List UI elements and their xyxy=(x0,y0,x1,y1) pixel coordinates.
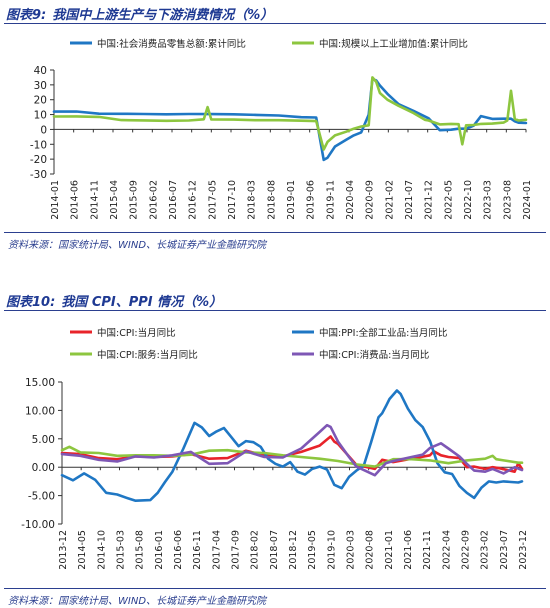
y-tick-label: 20 xyxy=(34,95,47,107)
x-tick-label: 2014-11 xyxy=(89,180,100,220)
y-tick-label: 5.00 xyxy=(32,434,55,446)
x-tick-label: 2015-09 xyxy=(129,180,140,220)
x-tick-label: 2017-09 xyxy=(231,530,242,570)
figure-9-number: 图表9: xyxy=(6,8,47,23)
x-tick-label: 2024-01 xyxy=(522,180,533,220)
chart-2-cpi-ppi: 中国:CPI:当月同比 中国:PPI:全部工业品:当月同比中国:CPI:服务:当月… xyxy=(21,327,529,570)
x-tick-label: 2022-04 xyxy=(441,530,452,570)
x-tick-label: 2021-06 xyxy=(403,530,414,570)
figure-10-source: 资料来源：国家统计局、WIND、长城证券产业金融研究院 xyxy=(8,596,267,607)
figure-10-number: 图表10: xyxy=(6,295,56,310)
figure-9-source: 资料来源：国家统计局、WIND、长城证券产业金融研究院 xyxy=(8,240,267,251)
y-tick-label: -10.00 xyxy=(21,519,55,531)
y-tick-label: -30 xyxy=(30,169,47,181)
y-tick-label: 30 xyxy=(34,80,47,92)
y-tick-label: 0.00 xyxy=(32,462,55,474)
series-line xyxy=(60,423,524,477)
x-tick-label: 2021-11 xyxy=(422,530,433,570)
figure-9-title-rule xyxy=(4,23,546,24)
x-tick-label: 2019-11 xyxy=(325,180,336,220)
x-tick-label: 2014-05 xyxy=(77,530,88,570)
figure-10-text: 我国 CPI、PPI 情况（%） xyxy=(61,295,223,310)
x-tick-label: 2022-05 xyxy=(443,180,454,220)
y-tick-label: 0 xyxy=(40,124,47,136)
x-tick-label: 2023-12 xyxy=(518,530,529,570)
x-tick-label: 2019-10 xyxy=(326,530,337,570)
x-tick-label: 2016-07 xyxy=(168,180,179,220)
x-tick-label: 2016-12 xyxy=(188,180,199,220)
x-tick-label: 2016-06 xyxy=(173,530,184,570)
x-tick-label: 2016-02 xyxy=(148,180,159,220)
x-tick-label: 2014-06 xyxy=(70,180,81,220)
y-tick-label: 15.00 xyxy=(25,377,55,389)
legend-label: 中国:规模以上工业增加值:累计同比 xyxy=(319,38,468,50)
y-tick-label: -20 xyxy=(30,154,47,166)
x-tick-label: 2019-01 xyxy=(286,180,297,220)
legend-label: 中国:CPI:消费品:当月同比 xyxy=(319,349,429,361)
x-tick-label: 2021-07 xyxy=(404,180,415,220)
y-tick-label: -5.00 xyxy=(28,491,55,503)
x-tick-label: 2015-04 xyxy=(109,180,120,220)
legend-label: 中国:CPI:当月同比 xyxy=(97,327,176,339)
x-tick-label: 2016-11 xyxy=(192,530,203,570)
legend-label: 中国:CPI:服务:当月同比 xyxy=(97,349,198,361)
y-tick-label: 10.00 xyxy=(25,405,55,417)
x-tick-label: 2019-05 xyxy=(307,530,318,570)
figure-10-title-rule xyxy=(4,310,546,311)
x-tick-label: 2015-03 xyxy=(116,530,127,570)
x-tick-label: 2017-10 xyxy=(227,180,238,220)
x-tick-label: 2021-12 xyxy=(424,180,435,220)
x-tick-label: 2020-08 xyxy=(365,530,376,570)
x-tick-label: 2020-04 xyxy=(345,180,356,220)
series-line xyxy=(60,389,524,502)
x-tick-label: 2017-04 xyxy=(211,530,222,570)
x-tick-label: 2020-03 xyxy=(346,530,357,570)
legend-label: 中国:PPI:全部工业品:当月同比 xyxy=(319,327,447,339)
chart-1-production-consumption: 中国:社会消费品零售总额:累计同比 中国:规模以上工业增加值:累计同比 40 30 20… xyxy=(30,38,533,220)
y-tick-label: 40 xyxy=(34,65,47,77)
x-tick-label: 2018-08 xyxy=(266,180,277,220)
x-tick-label: 2020-09 xyxy=(365,180,376,220)
x-tick-label: 2023-07 xyxy=(499,530,510,570)
figure-9-title: 图表9: 我国中上游生产与下游消费情况（%） xyxy=(6,4,273,23)
x-tick-label: 2015-08 xyxy=(135,530,146,570)
figure-9-source-rule xyxy=(4,232,546,233)
x-tick-label: 2023-02 xyxy=(480,530,491,570)
x-tick-label: 2019-06 xyxy=(306,180,317,220)
legend-label: 中国:社会消费品零售总额:累计同比 xyxy=(97,38,246,50)
x-tick-label: 2018-12 xyxy=(288,530,299,570)
x-tick-label: 2018-03 xyxy=(247,180,258,220)
x-tick-label: 2014-01 xyxy=(50,180,61,220)
x-tick-label: 2013-12 xyxy=(58,530,69,570)
x-tick-label: 2021-01 xyxy=(384,530,395,570)
x-tick-label: 2018-07 xyxy=(269,530,280,570)
x-tick-label: 2014-10 xyxy=(96,530,107,570)
x-tick-label: 2021-02 xyxy=(384,180,395,220)
x-tick-label: 2022-10 xyxy=(463,180,474,220)
x-tick-label: 2022-09 xyxy=(461,530,472,570)
x-tick-label: 2016-01 xyxy=(154,530,165,570)
series-line xyxy=(52,76,528,151)
x-tick-label: 2023-08 xyxy=(502,180,513,220)
x-tick-label: 2023-03 xyxy=(483,180,494,220)
y-tick-label: -10 xyxy=(30,139,47,151)
figure-10-source-rule xyxy=(4,588,546,589)
figure-9-text: 我国中上游生产与下游消费情况（%） xyxy=(52,8,274,23)
y-tick-label: 10 xyxy=(34,110,47,122)
figure-10-title: 图表10: 我国 CPI、PPI 情况（%） xyxy=(6,291,222,310)
x-tick-label: 2017-05 xyxy=(207,180,218,220)
x-tick-label: 2018-02 xyxy=(250,530,261,570)
